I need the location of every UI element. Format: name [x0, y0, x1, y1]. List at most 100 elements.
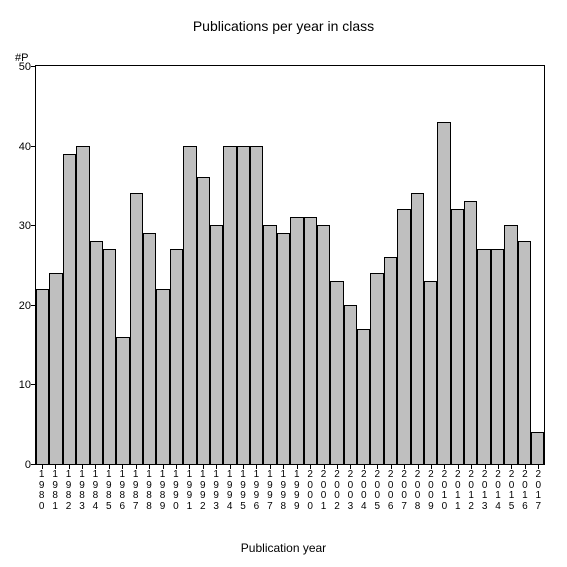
x-tick-label: 1 9 8 7 [133, 470, 139, 512]
x-tick: 2 0 1 4 [491, 466, 504, 526]
x-tick-label: 2 0 1 7 [536, 470, 542, 512]
x-tick: 1 9 9 9 [290, 466, 303, 526]
x-tick: 1 9 8 2 [62, 466, 75, 526]
bar [330, 281, 343, 464]
x-tick: 2 0 0 4 [357, 466, 370, 526]
x-tick: 2 0 1 5 [505, 466, 518, 526]
x-tick-label: 2 0 0 7 [401, 470, 407, 512]
x-tick: 1 9 9 5 [236, 466, 249, 526]
x-tick-label: 1 9 8 3 [79, 470, 85, 512]
y-tick-label: 40 [19, 141, 31, 153]
x-tick: 2 0 0 6 [384, 466, 397, 526]
bar [531, 432, 544, 464]
x-tick: 1 9 9 2 [196, 466, 209, 526]
chart-container: Publications per year in class #P 010203… [0, 0, 567, 567]
x-tick-label: 2 0 0 2 [334, 470, 340, 512]
x-tick-label: 1 9 9 2 [200, 470, 206, 512]
bar [223, 146, 236, 464]
x-tick: 1 9 9 4 [223, 466, 236, 526]
x-tick: 2 0 0 1 [317, 466, 330, 526]
x-tick: 1 9 9 3 [209, 466, 222, 526]
bar [344, 305, 357, 464]
x-tick: 1 9 8 6 [116, 466, 129, 526]
bar [130, 193, 143, 464]
x-tick: 1 9 9 7 [263, 466, 276, 526]
x-tick: 1 9 8 9 [156, 466, 169, 526]
x-axis-ticks: 1 9 8 01 9 8 11 9 8 21 9 8 31 9 8 41 9 8… [35, 466, 545, 526]
x-tick: 1 9 9 0 [169, 466, 182, 526]
x-tick: 2 0 0 5 [371, 466, 384, 526]
x-tick-label: 1 9 9 4 [227, 470, 233, 512]
bar [491, 249, 504, 464]
y-tick-label: 20 [19, 300, 31, 312]
x-tick: 2 0 0 9 [424, 466, 437, 526]
bar [76, 146, 89, 464]
x-tick-label: 2 0 0 3 [348, 470, 354, 512]
x-tick-label: 1 9 8 8 [146, 470, 152, 512]
chart-title: Publications per year in class [0, 18, 567, 34]
x-tick: 2 0 0 3 [344, 466, 357, 526]
x-tick-label: 1 9 9 9 [294, 470, 300, 512]
bar [437, 122, 450, 464]
x-tick-label: 1 9 8 1 [52, 470, 58, 512]
x-tick-label: 2 0 0 1 [321, 470, 327, 512]
x-tick-label: 2 0 0 0 [307, 470, 313, 512]
bar [504, 225, 517, 464]
x-tick-label: 2 0 0 5 [374, 470, 380, 512]
x-tick-label: 2 0 1 0 [442, 470, 448, 512]
x-tick: 1 9 8 3 [75, 466, 88, 526]
bar [370, 273, 383, 464]
bar [304, 217, 317, 464]
x-tick-label: 2 0 1 1 [455, 470, 461, 512]
x-tick-label: 1 9 9 7 [267, 470, 273, 512]
bar [49, 273, 62, 464]
bar [357, 329, 370, 464]
x-tick-label: 1 9 8 4 [93, 470, 99, 512]
y-tick-label: 50 [19, 61, 31, 73]
x-axis-label: Publication year [0, 541, 567, 555]
x-tick: 2 0 1 6 [518, 466, 531, 526]
bar [183, 146, 196, 464]
bar [477, 249, 490, 464]
x-tick-label: 1 9 9 0 [173, 470, 179, 512]
x-tick: 1 9 8 8 [142, 466, 155, 526]
bar [250, 146, 263, 464]
bar [210, 225, 223, 464]
x-tick-label: 1 9 9 3 [213, 470, 219, 512]
x-tick: 2 0 0 7 [397, 466, 410, 526]
x-tick-label: 2 0 0 9 [428, 470, 434, 512]
x-tick: 1 9 9 1 [183, 466, 196, 526]
bar [424, 281, 437, 464]
bar [263, 225, 276, 464]
x-tick: 2 0 1 0 [438, 466, 451, 526]
x-tick: 1 9 8 4 [89, 466, 102, 526]
bar [237, 146, 250, 464]
bar [290, 217, 303, 464]
x-tick: 2 0 0 2 [330, 466, 343, 526]
x-tick-label: 2 0 0 4 [361, 470, 367, 512]
x-tick: 1 9 8 7 [129, 466, 142, 526]
x-tick-label: 2 0 0 6 [388, 470, 394, 512]
x-tick: 2 0 0 8 [411, 466, 424, 526]
x-tick-label: 1 9 9 1 [187, 470, 193, 512]
x-tick-label: 1 9 9 6 [254, 470, 260, 512]
x-tick: 1 9 9 8 [277, 466, 290, 526]
x-tick-label: 1 9 8 5 [106, 470, 112, 512]
x-tick: 1 9 8 1 [48, 466, 61, 526]
bar [116, 337, 129, 464]
bar [451, 209, 464, 464]
x-tick-label: 1 9 9 8 [281, 470, 287, 512]
x-tick-label: 1 9 8 9 [160, 470, 166, 512]
x-tick: 1 9 9 6 [250, 466, 263, 526]
bar [464, 201, 477, 464]
x-tick-label: 1 9 8 6 [119, 470, 125, 512]
x-tick-label: 2 0 1 6 [522, 470, 528, 512]
bar [518, 241, 531, 464]
bar [156, 289, 169, 464]
x-tick-label: 1 9 9 5 [240, 470, 246, 512]
x-tick-label: 2 0 1 2 [468, 470, 474, 512]
y-tick-label: 30 [19, 220, 31, 232]
y-axis-ticks: 01020304050 [0, 65, 35, 465]
x-tick: 2 0 1 2 [465, 466, 478, 526]
bar [143, 233, 156, 464]
